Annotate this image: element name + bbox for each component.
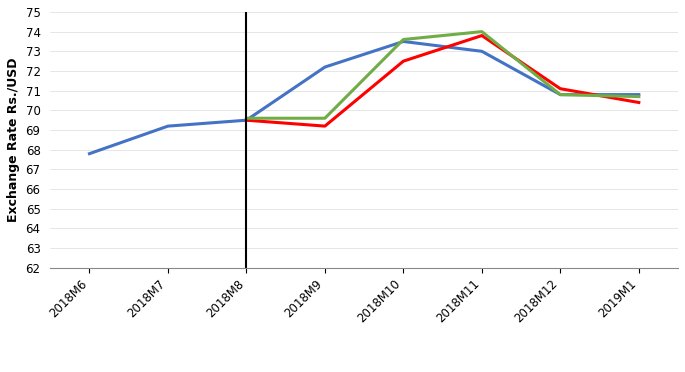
- Actual: [86, 151, 94, 156]
- BVAR Prediction: [399, 59, 408, 63]
- VAR Prediction: [556, 92, 564, 97]
- Line: VAR Prediction: VAR Prediction: [247, 32, 639, 118]
- VAR Prediction: [399, 37, 408, 42]
- BVAR Prediction: [321, 124, 329, 128]
- BVAR Prediction: [242, 118, 251, 122]
- Actual: [635, 92, 643, 97]
- Actual: [399, 39, 408, 44]
- Line: BVAR Prediction: BVAR Prediction: [247, 36, 639, 126]
- Actual: [164, 124, 172, 128]
- BVAR Prediction: [556, 86, 564, 91]
- Line: Actual: Actual: [90, 41, 639, 154]
- VAR Prediction: [321, 116, 329, 121]
- BVAR Prediction: [477, 33, 486, 38]
- VAR Prediction: [242, 116, 251, 121]
- VAR Prediction: [477, 29, 486, 34]
- Actual: [242, 118, 251, 122]
- VAR Prediction: [635, 94, 643, 99]
- Y-axis label: Exchange Rate Rs./USD: Exchange Rate Rs./USD: [7, 58, 20, 222]
- BVAR Prediction: [635, 100, 643, 105]
- Actual: [556, 92, 564, 97]
- Actual: [321, 65, 329, 69]
- Actual: [477, 49, 486, 54]
